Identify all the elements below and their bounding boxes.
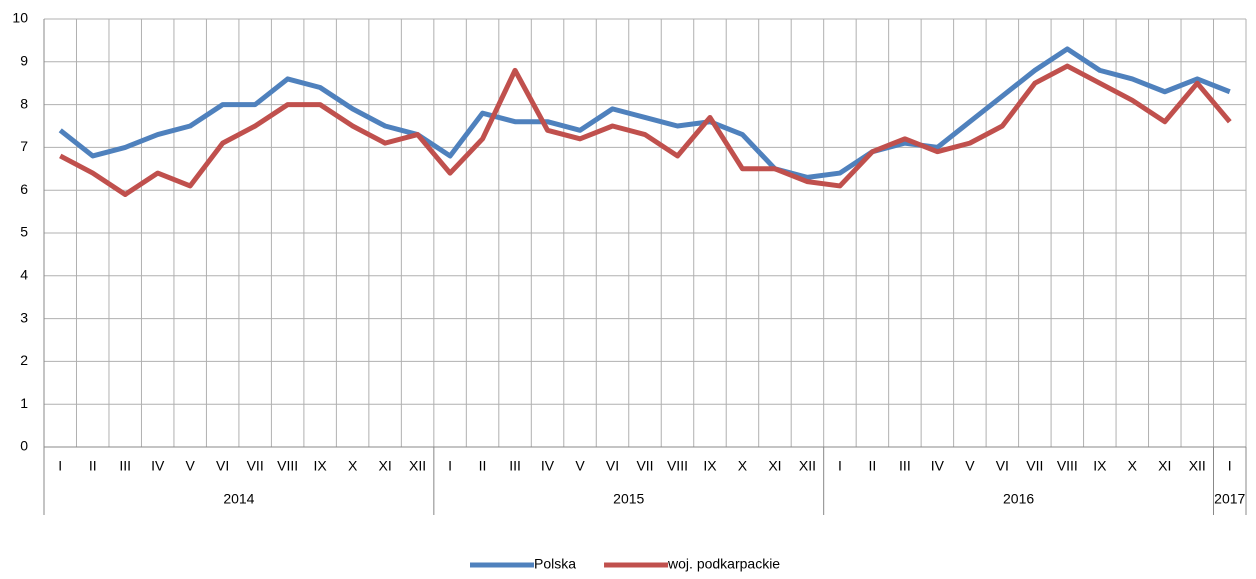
- x-tick-label: V: [186, 458, 196, 474]
- x-tick-label: X: [738, 458, 748, 474]
- x-tick-label: X: [1128, 458, 1138, 474]
- x-tick-label: I: [838, 458, 842, 474]
- x-tick-label: I: [58, 458, 62, 474]
- x-tick-label: IX: [1093, 458, 1107, 474]
- x-tick-label: VI: [216, 458, 229, 474]
- x-tick-label: II: [479, 458, 487, 474]
- group-label: 2015: [613, 491, 644, 507]
- x-tick-label: XII: [409, 458, 426, 474]
- y-tick-label: 6: [20, 181, 28, 197]
- x-tick-label: VIII: [667, 458, 688, 474]
- x-tick-label: VII: [1026, 458, 1043, 474]
- y-tick-label: 4: [20, 267, 28, 283]
- y-tick-label: 8: [20, 95, 28, 111]
- x-tick-label: VI: [606, 458, 619, 474]
- x-tick-label: XI: [378, 458, 391, 474]
- group-label: 2016: [1003, 491, 1034, 507]
- x-tick-label: VIII: [277, 458, 298, 474]
- x-tick-label: VI: [996, 458, 1009, 474]
- x-tick-label: VIII: [1057, 458, 1078, 474]
- y-tick-label: 10: [12, 10, 28, 26]
- x-tick-label: VII: [636, 458, 653, 474]
- x-tick-label: II: [869, 458, 877, 474]
- group-label: 2017: [1214, 491, 1245, 507]
- x-tick-label: V: [575, 458, 585, 474]
- x-tick-label: I: [1228, 458, 1232, 474]
- y-tick-label: 2: [20, 352, 28, 368]
- x-tick-label: XI: [768, 458, 781, 474]
- x-tick-label: VII: [247, 458, 264, 474]
- x-tick-label: III: [899, 458, 911, 474]
- x-tick-label: IX: [703, 458, 717, 474]
- x-tick-label: III: [509, 458, 521, 474]
- series-line: [59, 63, 1232, 197]
- x-tick-label: IV: [541, 458, 555, 474]
- y-tick-label: 7: [20, 138, 28, 154]
- x-tick-label: I: [448, 458, 452, 474]
- group-label: 2014: [223, 491, 254, 507]
- legend-label: woj. podkarpackie: [667, 556, 780, 572]
- series-line: [58, 46, 1231, 180]
- x-tick-label: V: [965, 458, 975, 474]
- x-tick-label: II: [89, 458, 97, 474]
- y-tick-label: 1: [20, 395, 28, 411]
- y-tick-label: 5: [20, 224, 28, 240]
- x-tick-label: IV: [151, 458, 165, 474]
- y-tick-label: 0: [20, 438, 28, 454]
- x-tick-label: III: [119, 458, 131, 474]
- x-tick-label: X: [348, 458, 358, 474]
- x-tick-label: XI: [1158, 458, 1171, 474]
- y-tick-label: 3: [20, 309, 28, 325]
- x-tick-label: IV: [931, 458, 945, 474]
- x-tick-label: XII: [1189, 458, 1206, 474]
- x-tick-label: XII: [799, 458, 816, 474]
- y-tick-label: 9: [20, 53, 28, 69]
- x-tick-label: IX: [314, 458, 328, 474]
- legend-label: Polska: [534, 556, 576, 572]
